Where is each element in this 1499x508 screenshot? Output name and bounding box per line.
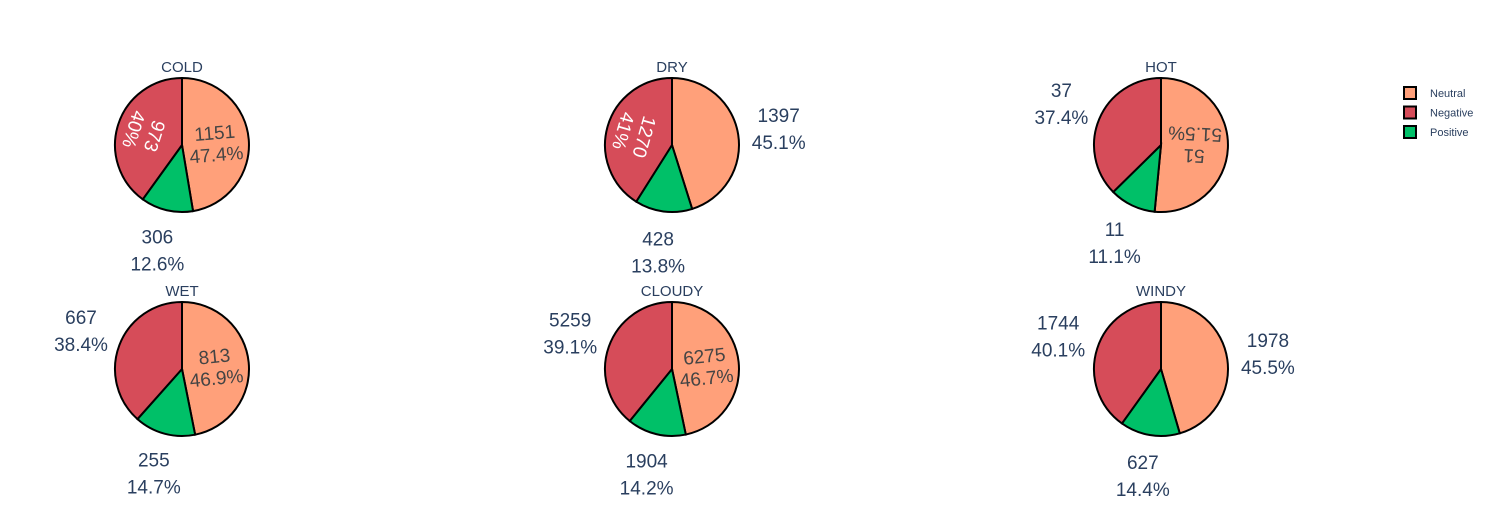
slice-label-cold-positive: 306 12.6% <box>130 228 184 276</box>
slice-hot-neutral[interactable] <box>1153 76 1229 213</box>
slice-label-hot-negative-percent: 37.4% <box>1034 108 1088 129</box>
slice-label-cold-positive-percent: 12.6% <box>130 255 184 276</box>
slice-label-cloudy-positive-value: 1904 <box>625 452 668 473</box>
legend-label-positive: Positive <box>1430 127 1469 139</box>
pie-title-hot: HOT <box>1145 59 1177 76</box>
slice-label-cold-neutral-percent: 47.4% <box>189 143 245 168</box>
slice-label-windy-neutral: 1978 45.5% <box>1241 331 1295 379</box>
slice-label-windy-neutral-percent: 45.5% <box>1241 358 1295 379</box>
slice-label-cloudy-neutral-value: 6275 <box>682 345 726 370</box>
slice-wet-positive[interactable] <box>136 366 197 437</box>
slice-windy-neutral[interactable] <box>1160 300 1230 435</box>
slice-windy-positive[interactable] <box>1120 366 1182 437</box>
slice-label-cloudy-negative-value: 5259 <box>549 310 591 331</box>
slice-label-cold-positive-value: 306 <box>142 228 174 249</box>
slice-label-cloudy-neutral: 627546.7% <box>677 344 735 392</box>
slice-label-windy-positive-value: 627 <box>1127 453 1159 474</box>
slice-label-dry-neutral: 1397 45.1% <box>752 106 806 154</box>
slice-label-cold-neutral: 115147.4% <box>187 121 244 168</box>
slice-label-hot-neutral-value: 51 <box>1183 144 1205 166</box>
legend-swatch-positive <box>1403 125 1417 139</box>
slice-wet-neutral[interactable] <box>181 300 250 436</box>
slice-cloudy-positive[interactable] <box>628 366 687 437</box>
pie-title-dry: DRY <box>656 59 687 76</box>
slice-label-windy-neutral-value: 1978 <box>1247 331 1289 352</box>
legend-label-negative: Negative <box>1430 108 1473 120</box>
slice-dry-neutral[interactable] <box>671 76 740 211</box>
slice-label-windy-positive: 627 14.4% <box>1116 453 1170 501</box>
slice-cold-neutral[interactable] <box>181 76 250 213</box>
slice-label-cloudy-positive: 1904 14.2% <box>620 452 674 500</box>
slice-label-wet-positive: 255 14.7% <box>127 451 181 499</box>
pie-title-windy: WINDY <box>1136 283 1186 300</box>
slice-label-dry-positive-value: 428 <box>642 230 674 251</box>
slice-label-dry-positive: 428 13.8% <box>631 230 685 278</box>
slice-label-wet-negative-percent: 38.4% <box>54 335 108 356</box>
slice-dry-positive[interactable] <box>634 142 694 213</box>
legend-item-neutral[interactable]: Neutral <box>1403 86 1465 100</box>
slice-dry-negative[interactable] <box>604 76 673 204</box>
legend-item-positive[interactable]: Positive <box>1403 125 1469 139</box>
slice-label-hot-positive: 11 11.1% <box>1088 220 1141 268</box>
slice-label-cloudy-negative: 5259 39.1% <box>543 310 597 358</box>
slice-hot-negative[interactable] <box>1093 76 1162 194</box>
slice-label-dry-neutral-percent: 45.1% <box>752 133 806 154</box>
pie-title-cloudy: CLOUDY <box>641 283 704 300</box>
pie-title-wet: WET <box>165 283 198 300</box>
slice-label-dry-positive-percent: 13.8% <box>631 257 685 278</box>
slice-label-windy-negative-value: 1744 <box>1037 314 1080 335</box>
pie-title-cold: COLD <box>161 59 203 76</box>
slice-label-windy-negative-percent: 40.1% <box>1031 341 1085 362</box>
legend-label-neutral: Neutral <box>1430 88 1465 100</box>
slice-cloudy-neutral[interactable] <box>671 300 740 436</box>
slice-label-hot-positive-percent: 11.1% <box>1088 247 1141 268</box>
slice-label-cloudy-negative-percent: 39.1% <box>543 337 597 358</box>
slice-label-wet-negative-value: 667 <box>65 308 97 329</box>
slice-wet-negative[interactable] <box>114 300 183 421</box>
slice-label-windy-positive-percent: 14.4% <box>1116 480 1170 501</box>
slice-label-wet-neutral-value: 813 <box>198 345 232 369</box>
slice-windy-negative[interactable] <box>1093 300 1162 425</box>
slice-label-wet-positive-value: 255 <box>138 451 170 472</box>
slice-label-dry-neutral-value: 1397 <box>758 106 800 127</box>
pie-windy: WINDY 1978 45.5% 627 14.4% 1744 40.1% <box>1031 283 1295 501</box>
slice-label-hot-neutral: 5151.5% <box>1167 121 1223 166</box>
legend-item-negative[interactable]: Negative <box>1403 105 1473 120</box>
slice-label-hot-negative-value: 37 <box>1051 81 1072 102</box>
pie-cloudy: CLOUDY 627546.7% 1904 14.2% 5259 39.1% <box>543 283 740 500</box>
slice-label-cloudy-positive-percent: 14.2% <box>620 479 674 500</box>
legend-swatch-negative <box>1403 105 1417 120</box>
slice-cold-negative[interactable] <box>114 76 183 201</box>
legend[interactable]: Neutral Negative Positive <box>1403 86 1473 139</box>
pie-hot: HOT 5151.5% 11 11.1% 37 37.4% <box>1034 59 1229 268</box>
slice-label-wet-positive-percent: 14.7% <box>127 478 181 499</box>
slice-label-hot-neutral-percent: 51.5% <box>1168 121 1223 145</box>
slice-label-wet-negative: 667 38.4% <box>54 308 108 356</box>
slice-cloudy-negative[interactable] <box>603 300 673 423</box>
slice-label-hot-positive-value: 11 <box>1105 220 1125 241</box>
slice-label-cold-neutral-value: 1151 <box>193 122 235 146</box>
slice-label-hot-negative: 37 37.4% <box>1034 81 1088 129</box>
slice-label-windy-negative: 1744 40.1% <box>1031 314 1085 362</box>
legend-swatch-neutral <box>1403 86 1417 100</box>
